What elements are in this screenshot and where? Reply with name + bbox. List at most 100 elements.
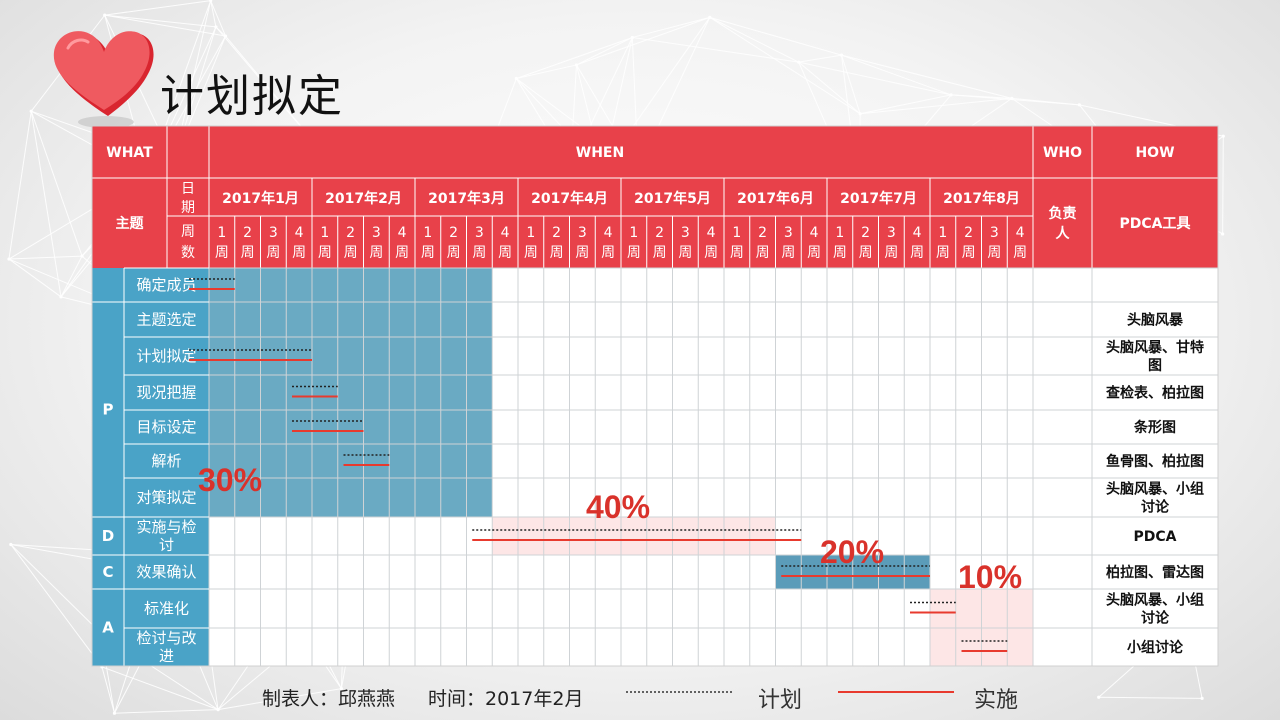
- week-number: 2: [758, 225, 767, 241]
- week-char: 周: [704, 245, 718, 261]
- network-line: [709, 16, 799, 63]
- week-char: 周: [524, 245, 538, 261]
- task-label: 进: [159, 647, 174, 665]
- network-node: [214, 25, 218, 29]
- task-label: 现况把握: [136, 384, 196, 402]
- week-char: 周: [859, 245, 873, 261]
- week-char: 周: [498, 245, 512, 261]
- tool-label: 图: [1148, 358, 1162, 374]
- tool-label: 条形图: [1133, 419, 1176, 436]
- week-label: 数: [181, 245, 195, 261]
- month-label: 2017年5月: [634, 190, 711, 207]
- network-node: [839, 53, 844, 57]
- percent-label: 30%: [198, 462, 262, 498]
- network-node: [7, 257, 11, 261]
- week-char: 周: [884, 245, 898, 261]
- week-char: 周: [421, 245, 435, 261]
- tool-label: PDCA工具: [1120, 216, 1191, 232]
- shaded-region: [492, 517, 776, 555]
- network-node: [1010, 96, 1014, 100]
- phase-code: D: [102, 527, 114, 545]
- percent-label: 40%: [586, 489, 650, 525]
- network-line: [709, 16, 842, 56]
- network-node: [29, 109, 33, 113]
- tool-label: 小组讨论: [1127, 639, 1184, 656]
- network-line: [632, 36, 799, 63]
- network-line: [8, 255, 83, 260]
- network-node: [1200, 696, 1204, 700]
- network-node: [708, 15, 712, 19]
- network-line: [576, 16, 710, 66]
- week-char: 周: [756, 245, 770, 261]
- week-number: 4: [913, 225, 922, 241]
- week-char: 周: [601, 245, 615, 261]
- phase-code: P: [103, 401, 114, 419]
- network-line: [114, 709, 219, 714]
- month-label: 2017年8月: [943, 190, 1020, 207]
- week-char: 周: [575, 245, 589, 261]
- network-line: [10, 544, 103, 668]
- task-label: 标准化: [144, 600, 189, 618]
- date-label: 日: [181, 181, 195, 197]
- network-line: [8, 258, 62, 298]
- week-number: 4: [1016, 225, 1025, 241]
- percent-label: 20%: [820, 534, 884, 570]
- week-number: 1: [320, 225, 329, 241]
- week-char: 周: [936, 245, 950, 261]
- week-char: 周: [730, 245, 744, 261]
- percent-label: 10%: [958, 559, 1022, 595]
- week-number: 1: [629, 225, 638, 241]
- week-char: 周: [292, 245, 306, 261]
- week-char: 周: [653, 245, 667, 261]
- network-line: [104, 0, 211, 16]
- week-number: 1: [217, 225, 226, 241]
- week-number: 1: [423, 225, 432, 241]
- network-line: [218, 688, 342, 711]
- tool-label: PDCA: [1134, 529, 1177, 545]
- tool-label: 柏拉图、雷达图: [1106, 564, 1204, 581]
- task-label: 效果确认: [136, 563, 196, 581]
- network-line: [860, 94, 952, 115]
- shaded-region: [209, 268, 493, 517]
- network-line: [798, 54, 842, 63]
- network-line: [210, 0, 226, 37]
- phase-code: A: [102, 619, 114, 637]
- week-number: 3: [990, 225, 999, 241]
- legend-plan-line: [626, 691, 734, 693]
- page-title: 计划拟定: [160, 71, 344, 122]
- week-number: 3: [372, 225, 381, 241]
- week-char: 周: [447, 245, 461, 261]
- network-node: [1221, 232, 1225, 236]
- week-number: 4: [295, 225, 304, 241]
- week-char: 周: [678, 245, 692, 261]
- network-line: [1098, 696, 1203, 699]
- task-label: 计划拟定: [136, 347, 196, 365]
- theme-label: 主题: [116, 215, 145, 232]
- week-char: 周: [781, 245, 795, 261]
- network-line: [104, 14, 216, 28]
- week-number: 2: [655, 225, 664, 241]
- week-char: 周: [266, 245, 280, 261]
- network-line: [516, 64, 577, 80]
- week-number: 3: [269, 225, 278, 241]
- month-label: 2017年7月: [840, 190, 917, 207]
- network-node: [1221, 134, 1225, 138]
- network-line: [516, 37, 633, 79]
- week-number: 2: [552, 225, 561, 241]
- week-number: 1: [938, 225, 947, 241]
- network-node: [797, 60, 801, 64]
- network-node: [209, 0, 213, 3]
- heart-icon: [53, 31, 154, 128]
- week-number: 3: [681, 225, 690, 241]
- tool-label: 鱼骨图、柏拉图: [1106, 453, 1204, 470]
- network-line: [30, 111, 83, 257]
- network-node: [630, 35, 634, 40]
- tool-label: 头脑风暴: [1127, 312, 1184, 329]
- week-number: 3: [887, 225, 896, 241]
- network-line: [841, 54, 1013, 99]
- week-number: 4: [398, 225, 407, 241]
- network-line: [101, 666, 115, 714]
- owner-label: 负责: [1049, 205, 1077, 222]
- table-border: [91, 125, 1219, 667]
